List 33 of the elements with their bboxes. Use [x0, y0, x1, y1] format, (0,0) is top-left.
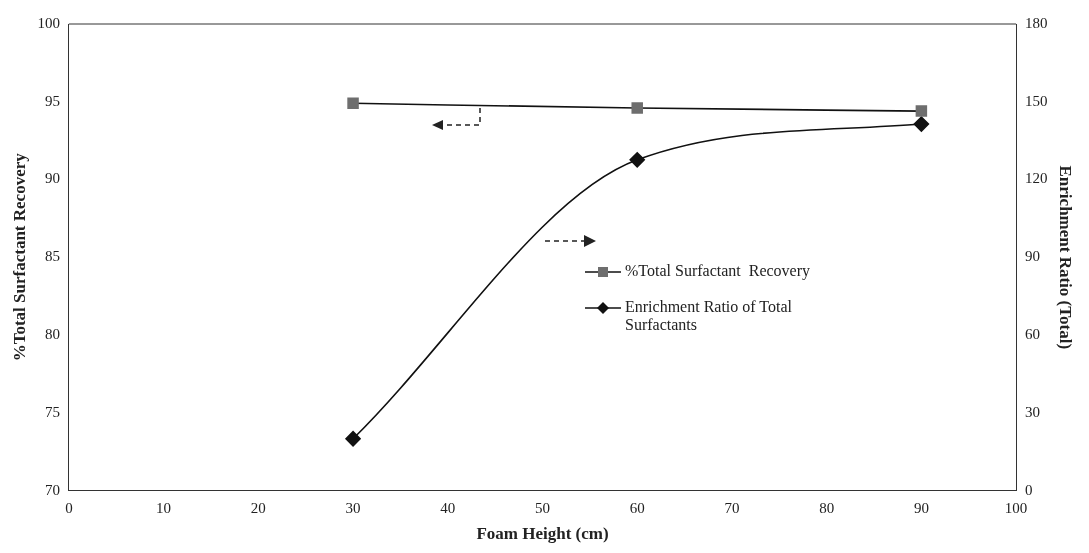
y-tick-label: 90 — [44, 170, 60, 187]
x-tick-label: 50 — [535, 499, 550, 516]
x-tick-label: 0 — [65, 499, 73, 516]
legend-label: %Total Surfactant Recovery — [625, 262, 811, 280]
y-axis-title: %Total Surfactant Recovery — [9, 152, 29, 362]
y2-tick-label: 60 — [1025, 326, 1041, 342]
y-tick-label: 95 — [44, 92, 60, 109]
x-tick-label: 100 — [1004, 499, 1028, 516]
x-tick-label: 10 — [156, 499, 172, 516]
legend-label: Enrichment Ratio of Total Surfactants — [625, 298, 793, 334]
point — [913, 116, 930, 132]
x-tick-label: 40 — [440, 499, 456, 516]
y2-tick-label: 120 — [1025, 170, 1048, 187]
y2-tick-label: 150 — [1025, 92, 1048, 109]
y2-tick-label: 30 — [1025, 403, 1041, 420]
x-tick-label: 90 — [913, 499, 929, 516]
y-tick-label: 85 — [44, 248, 60, 265]
x-tick-label: 20 — [250, 499, 266, 516]
y2-axis-title: Enrichment Ratio (Total) — [1056, 165, 1076, 350]
y2-tick-label: 90 — [1025, 248, 1041, 265]
y2-tick-label: 0 — [1025, 481, 1033, 498]
y2-tick-label: 180 — [1025, 14, 1048, 31]
point — [345, 430, 361, 447]
x-tick-label: 60 — [629, 499, 645, 516]
y-tick-label: 80 — [44, 326, 60, 342]
y-tick-label: 75 — [44, 403, 60, 420]
x-tick-label: 80 — [819, 499, 835, 516]
point — [629, 152, 646, 168]
y-tick-label: 70 — [44, 481, 60, 498]
y-tick-label: 100 — [37, 14, 60, 31]
x-tick-label: 70 — [724, 499, 740, 516]
x-axis-title: Foam Height (cm) — [476, 524, 609, 544]
x-tick-label: 30 — [345, 499, 361, 516]
